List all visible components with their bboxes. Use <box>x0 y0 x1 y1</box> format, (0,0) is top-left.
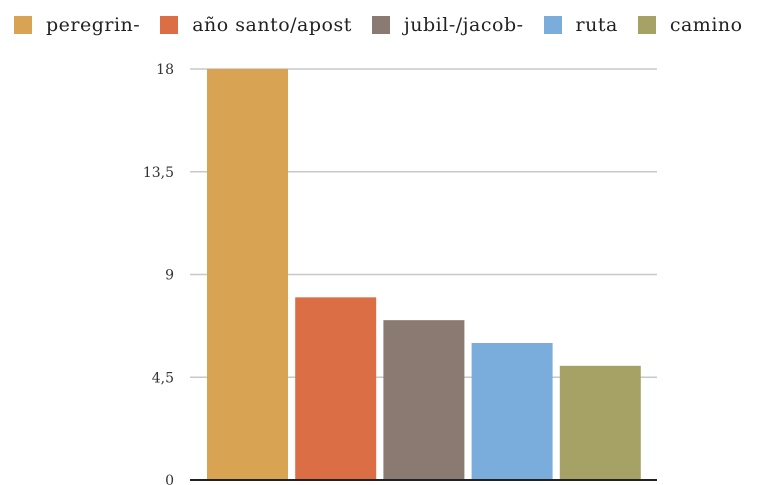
y-tick-label: 4,5 <box>152 370 174 386</box>
y-tick-label: 13,5 <box>143 165 174 181</box>
bar-a-o-santo-apost <box>295 297 377 480</box>
y-axis: 0 4,5 9 13,5 18 <box>143 62 657 485</box>
chart-legend: peregrin-año santo/apost jubil-/jacob-rut… <box>14 6 743 44</box>
legend-label: jubil-/jacob- <box>403 14 524 36</box>
legend-label: año santo/apost <box>192 14 352 36</box>
legend-swatch <box>160 16 179 34</box>
legend-label: ruta <box>575 14 618 36</box>
legend-label: peregrin- <box>46 14 141 36</box>
y-tick-label: 0 <box>165 473 174 485</box>
legend-item-0: peregrin- <box>14 14 140 36</box>
y-tick-label: 9 <box>165 268 174 284</box>
bar-camino <box>559 365 641 480</box>
legend-swatch <box>637 16 656 34</box>
bars <box>207 69 641 480</box>
bar-ruta <box>471 343 553 480</box>
legend-item-1: año santo/apost <box>160 14 352 36</box>
legend-item-4: camino <box>637 14 743 36</box>
legend-label: camino <box>669 14 743 36</box>
legend-swatch <box>371 16 390 34</box>
bar-peregrin <box>207 69 288 480</box>
y-tick-label: 18 <box>156 62 174 78</box>
legend-item-3: ruta <box>543 14 618 36</box>
legend-item-2: jubil-/jacob- <box>371 14 524 36</box>
legend-swatch <box>14 16 32 34</box>
legend-swatch <box>543 16 562 34</box>
bar-jubil-jacob <box>383 320 465 480</box>
